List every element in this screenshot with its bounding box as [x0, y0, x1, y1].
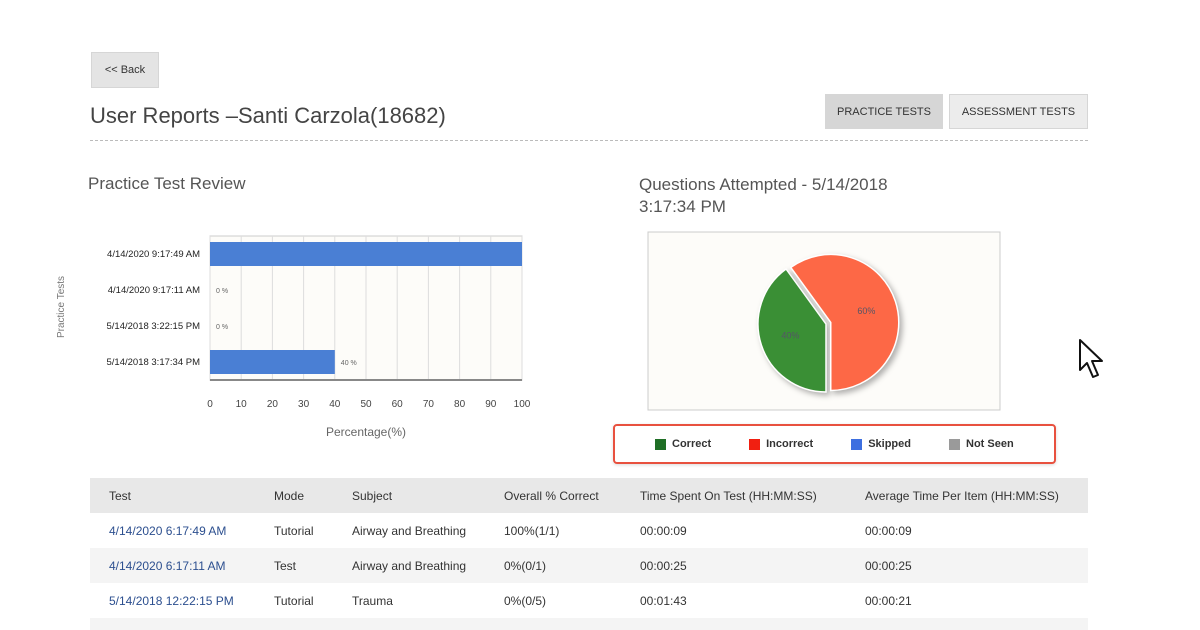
pie-slice-incorrect[interactable] — [789, 253, 900, 392]
table-cell: 0%(0/5) — [504, 594, 547, 608]
pie-slice-label: 40% — [781, 331, 799, 341]
table-cell: 00:00:21 — [865, 594, 912, 608]
table-row: 5/14/2018 12:22:15 PM Tutorial Trauma 0%(0/… — [90, 583, 1088, 618]
table-cell: 00:00:25 — [865, 559, 912, 573]
page-title: User Reports –Santi Carzola(18682) — [90, 103, 446, 128]
mouse-cursor-icon — [1079, 339, 1103, 378]
column-header[interactable]: Test — [109, 489, 132, 503]
table-row: 4/14/2020 6:17:49 AM Tutorial Airway and B… — [90, 513, 1088, 548]
column-header[interactable]: Time Spent On Test (HH:MM:SS) — [640, 489, 817, 503]
legend-swatch — [749, 438, 761, 450]
bar[interactable] — [210, 242, 522, 266]
legend-swatch — [949, 438, 960, 450]
pie-slice-label: 60% — [857, 306, 875, 316]
pie-slice-correct[interactable] — [757, 267, 827, 393]
column-header[interactable]: Average Time Per Item (HH:MM:SS) — [865, 489, 1059, 503]
table-cell: 00:00:09 — [865, 524, 912, 538]
x-tick-label: 20 — [267, 399, 279, 410]
bar-data-label: 0 % — [216, 288, 228, 295]
x-tick-label: 80 — [454, 399, 466, 410]
table-cell: 00:00:25 — [640, 559, 687, 573]
column-header[interactable]: Overall % Correct — [504, 489, 599, 503]
legend-label: Not Seen — [966, 438, 1014, 450]
table-cell: Airway and Breathing — [352, 524, 467, 538]
legend-label: Correct — [672, 438, 712, 450]
column-header[interactable]: Mode — [274, 489, 305, 503]
legend-swatch — [655, 438, 666, 450]
divider — [90, 140, 1088, 141]
y-tick-label: 5/14/2018 3:22:15 PM — [107, 321, 201, 332]
legend-item[interactable]: Not Seen — [949, 438, 1014, 450]
pie-title: Questions Attempted - 5/14/2018 3:17:34 … — [639, 175, 888, 216]
column-header[interactable]: Subject — [352, 489, 393, 503]
pie-legend: Correct Incorrect Skipped Not Seen — [613, 424, 1056, 464]
table-cell: 00:01:43 — [640, 594, 687, 608]
legend-label: Skipped — [868, 438, 911, 450]
review-title: Practice Test Review — [88, 174, 246, 193]
test-link[interactable]: 4/14/2020 6:17:49 AM — [109, 524, 227, 538]
x-tick-label: 70 — [423, 399, 435, 410]
table-cell: Trauma — [352, 594, 393, 608]
table-header: Test Mode Subject Overall % Correct Time Spe… — [90, 478, 1088, 513]
legend-label: Incorrect — [766, 438, 814, 450]
legend-item[interactable]: Skipped — [851, 438, 911, 450]
table-cell: Airway and Breathing — [352, 559, 467, 573]
table-cell: 0%(0/1) — [504, 559, 547, 573]
x-tick-label: 40 — [329, 399, 341, 410]
x-tick-label: 60 — [392, 399, 404, 410]
x-tick-label: 30 — [298, 399, 310, 410]
test-link[interactable]: 5/14/2018 12:22:15 PM — [109, 594, 234, 608]
x-tick-label: 50 — [360, 399, 372, 410]
table-row-partial — [90, 618, 1088, 630]
back-button[interactable]: << Back — [91, 52, 159, 88]
tab-practice-tests[interactable]: PRACTICE TESTS — [825, 94, 943, 129]
legend-item[interactable]: Correct — [655, 438, 711, 450]
table-cell: Tutorial — [274, 524, 314, 538]
bar-data-label: 40 % — [341, 360, 357, 367]
y-tick-label: 4/14/2020 9:17:11 AM — [108, 285, 200, 296]
table-cell: 100%(1/1) — [504, 524, 560, 538]
bar-data-label: 0 % — [216, 324, 228, 331]
legend-item[interactable]: Incorrect — [749, 438, 813, 450]
table-cell: Tutorial — [274, 594, 314, 608]
x-tick-label: 10 — [236, 399, 248, 410]
x-tick-label: 90 — [485, 399, 497, 410]
legend-swatch — [851, 438, 863, 450]
x-tick-label: 100 — [514, 399, 531, 410]
x-axis-label: Percentage(%) — [326, 425, 406, 439]
table-cell: 00:00:09 — [640, 524, 687, 538]
y-axis-label: Practice Tests — [56, 276, 67, 338]
test-link[interactable]: 4/14/2020 6:17:11 AM — [109, 559, 226, 573]
x-tick-label: 0 — [207, 399, 213, 410]
results-table: Test Mode Subject Overall % Correct Time Spe… — [90, 478, 1088, 630]
table-row: 4/14/2020 6:17:11 AM Test Airway and Breat… — [90, 548, 1088, 583]
table-cell: Test — [274, 559, 297, 573]
y-tick-label: 4/14/2020 9:17:49 AM — [107, 249, 200, 260]
y-tick-label: 5/14/2018 3:17:34 PM — [107, 357, 201, 368]
bar[interactable] — [210, 350, 335, 374]
tab-assessment-tests[interactable]: ASSESSMENT TESTS — [949, 94, 1088, 129]
